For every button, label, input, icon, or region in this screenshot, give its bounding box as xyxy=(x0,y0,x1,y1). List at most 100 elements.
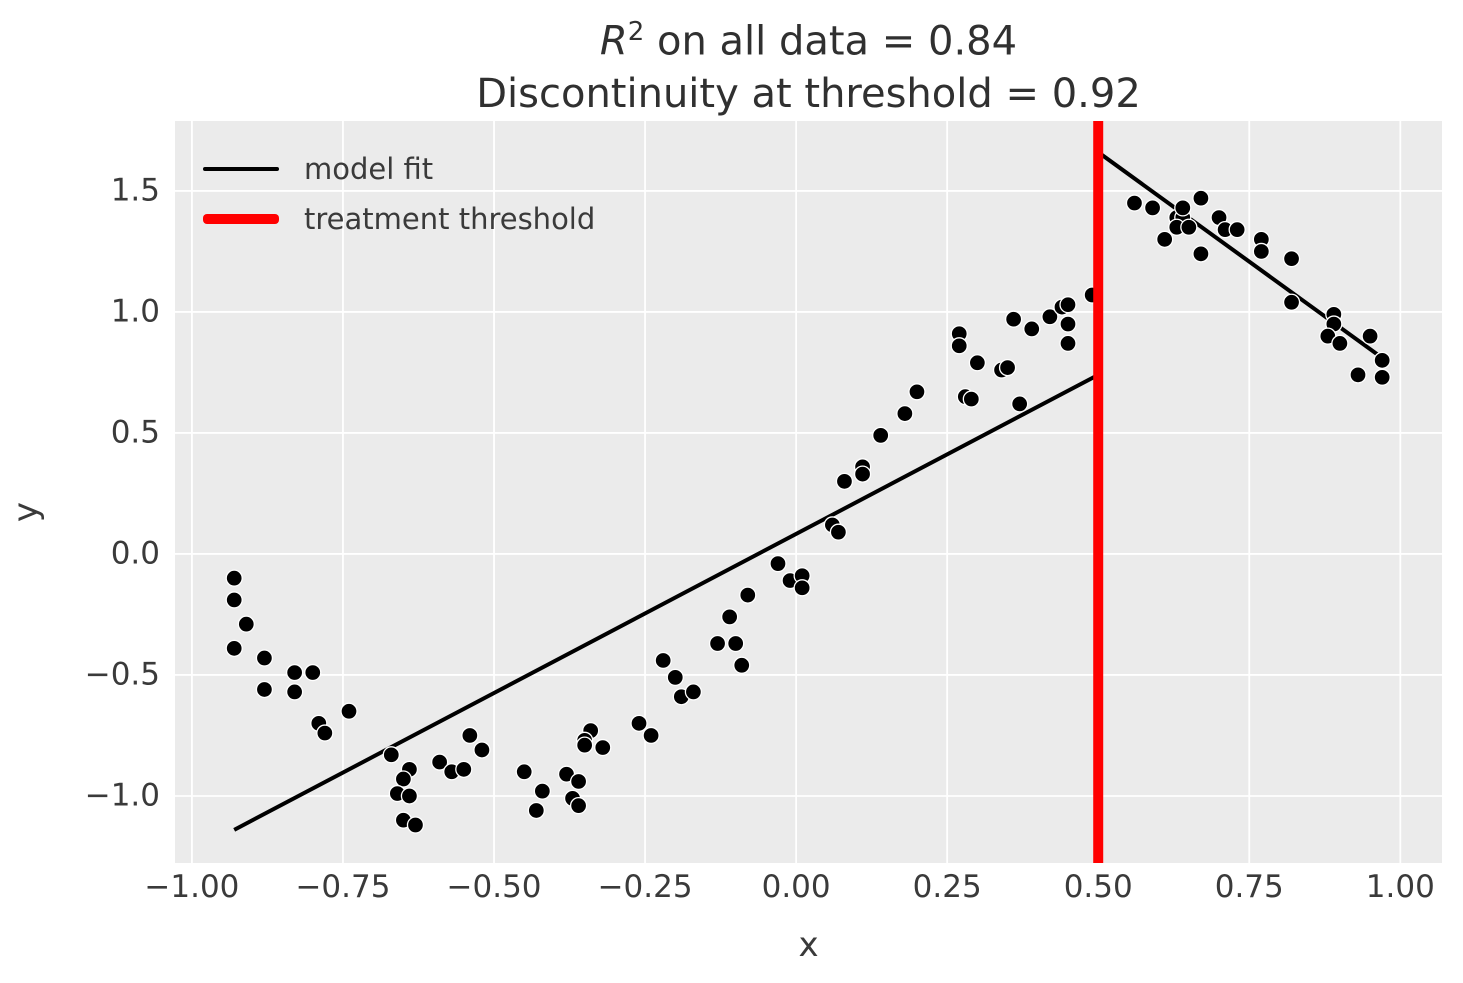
scatter-point xyxy=(255,680,274,699)
scatter-point xyxy=(1180,218,1198,236)
scatter-point xyxy=(1125,194,1144,212)
scatter-point xyxy=(769,554,787,573)
scatter-point xyxy=(394,770,413,788)
scatter-point xyxy=(1331,334,1349,353)
scatter-point xyxy=(630,714,648,733)
scatter-point xyxy=(430,753,449,771)
x-tick-label: 0.50 xyxy=(1063,869,1133,905)
title-line-2: Discontinuity at threshold = 0.92 xyxy=(476,71,1141,118)
x-tick-label: −0.50 xyxy=(446,869,542,905)
scatter-point xyxy=(733,656,751,674)
scatter-point xyxy=(1361,327,1379,345)
scatter-point xyxy=(340,702,358,720)
scatter-point xyxy=(569,796,588,815)
scatter-point xyxy=(998,358,1017,377)
y-tick-label: −0.5 xyxy=(84,656,160,693)
scatter-point xyxy=(1059,315,1077,333)
scatter-point xyxy=(1156,230,1174,248)
x-tick-label: 0.75 xyxy=(1214,869,1284,905)
scatter-point xyxy=(908,383,926,401)
scatter-point xyxy=(1023,320,1041,338)
x-tick-label: 0.25 xyxy=(912,869,982,905)
legend-entry: treatment threshold xyxy=(203,194,595,244)
scatter-point xyxy=(727,634,745,653)
scatter-point xyxy=(1228,221,1246,239)
scatter-point xyxy=(962,390,980,408)
scatter-point xyxy=(1059,296,1077,314)
scatter-point xyxy=(1252,242,1270,261)
y-tick-label: 1.0 xyxy=(110,293,160,330)
scatter-point xyxy=(225,591,243,609)
scatter-point xyxy=(1143,199,1162,217)
title-r-symbol: R xyxy=(599,18,628,65)
scatter-point xyxy=(968,354,987,372)
legend-line-sample xyxy=(203,167,279,171)
model-fit-line xyxy=(233,148,1384,832)
scatter-point xyxy=(255,649,274,667)
x-tick-label: 0.00 xyxy=(761,869,831,905)
scatter-point xyxy=(527,801,545,820)
scatter-point xyxy=(1373,368,1391,386)
scatter-point xyxy=(1174,199,1192,217)
legend-label: treatment threshold xyxy=(304,202,596,236)
y-axis-label: y xyxy=(6,501,46,523)
y-tick-label: −1.0 xyxy=(84,777,160,814)
scatter-point xyxy=(684,683,703,701)
scatter-point xyxy=(237,615,255,633)
y-tick-label: 0.5 xyxy=(110,414,160,451)
x-axis-label: x xyxy=(798,925,819,965)
scatter-point xyxy=(575,736,594,754)
scatter-point xyxy=(708,634,727,653)
scatter-point xyxy=(950,337,968,355)
title-line-1: R2 on all data = 0.84 xyxy=(175,6,1442,68)
scatter-point xyxy=(666,668,684,687)
legend: model fit treatment threshold xyxy=(203,144,595,244)
scatter-point xyxy=(1192,245,1210,263)
x-tick-label: 1.00 xyxy=(1365,869,1435,905)
scatter-point xyxy=(1059,334,1077,353)
legend-line-sample xyxy=(203,214,279,224)
scatter-point xyxy=(515,763,533,781)
scatter-point xyxy=(896,404,914,423)
scatter-point xyxy=(533,782,552,800)
scatter-point xyxy=(285,683,304,701)
title-r-exponent: 2 xyxy=(627,17,645,47)
chart-canvas xyxy=(175,121,1442,863)
scatter-point xyxy=(1349,366,1367,384)
plot-area xyxy=(175,121,1442,863)
scatter-point xyxy=(225,639,243,657)
scatter-point xyxy=(400,787,419,805)
scatter-point xyxy=(461,726,479,745)
legend-entry: model fit xyxy=(203,144,595,194)
scatter-point xyxy=(406,816,425,834)
legend-label: model fit xyxy=(304,152,434,186)
scatter-point xyxy=(642,726,660,745)
scatter-point xyxy=(382,746,400,764)
chart-title: R2 on all data = 0.84 Discontinuity at t… xyxy=(175,6,1442,121)
scatter-point xyxy=(739,586,757,604)
scatter-point xyxy=(455,760,473,778)
scatter-point xyxy=(316,724,334,742)
title-line-1-text: on all data = 0.84 xyxy=(644,18,1018,65)
y-tick-label: 1.5 xyxy=(110,172,160,209)
scatter-point xyxy=(1004,310,1023,328)
x-tick-label: −0.25 xyxy=(597,869,693,905)
x-tick-label: −0.75 xyxy=(295,869,391,905)
scatter-point xyxy=(225,569,243,587)
scatter-point xyxy=(853,465,872,483)
scatter-point xyxy=(1282,293,1301,311)
scatter-point xyxy=(1011,395,1029,413)
scatter-point xyxy=(829,523,848,541)
scatter-point xyxy=(569,772,588,791)
scatter-point xyxy=(594,738,612,757)
scatter-point xyxy=(872,426,890,445)
scatter-point xyxy=(1192,189,1210,207)
scatter-point xyxy=(1373,351,1391,369)
scatter-point xyxy=(654,651,672,670)
scatter-point xyxy=(304,663,322,682)
scatter-point xyxy=(1282,250,1301,268)
scatter-point xyxy=(793,579,811,597)
scatter-point xyxy=(473,741,491,759)
scatter-point xyxy=(1041,308,1059,326)
scatter-point xyxy=(835,472,854,491)
